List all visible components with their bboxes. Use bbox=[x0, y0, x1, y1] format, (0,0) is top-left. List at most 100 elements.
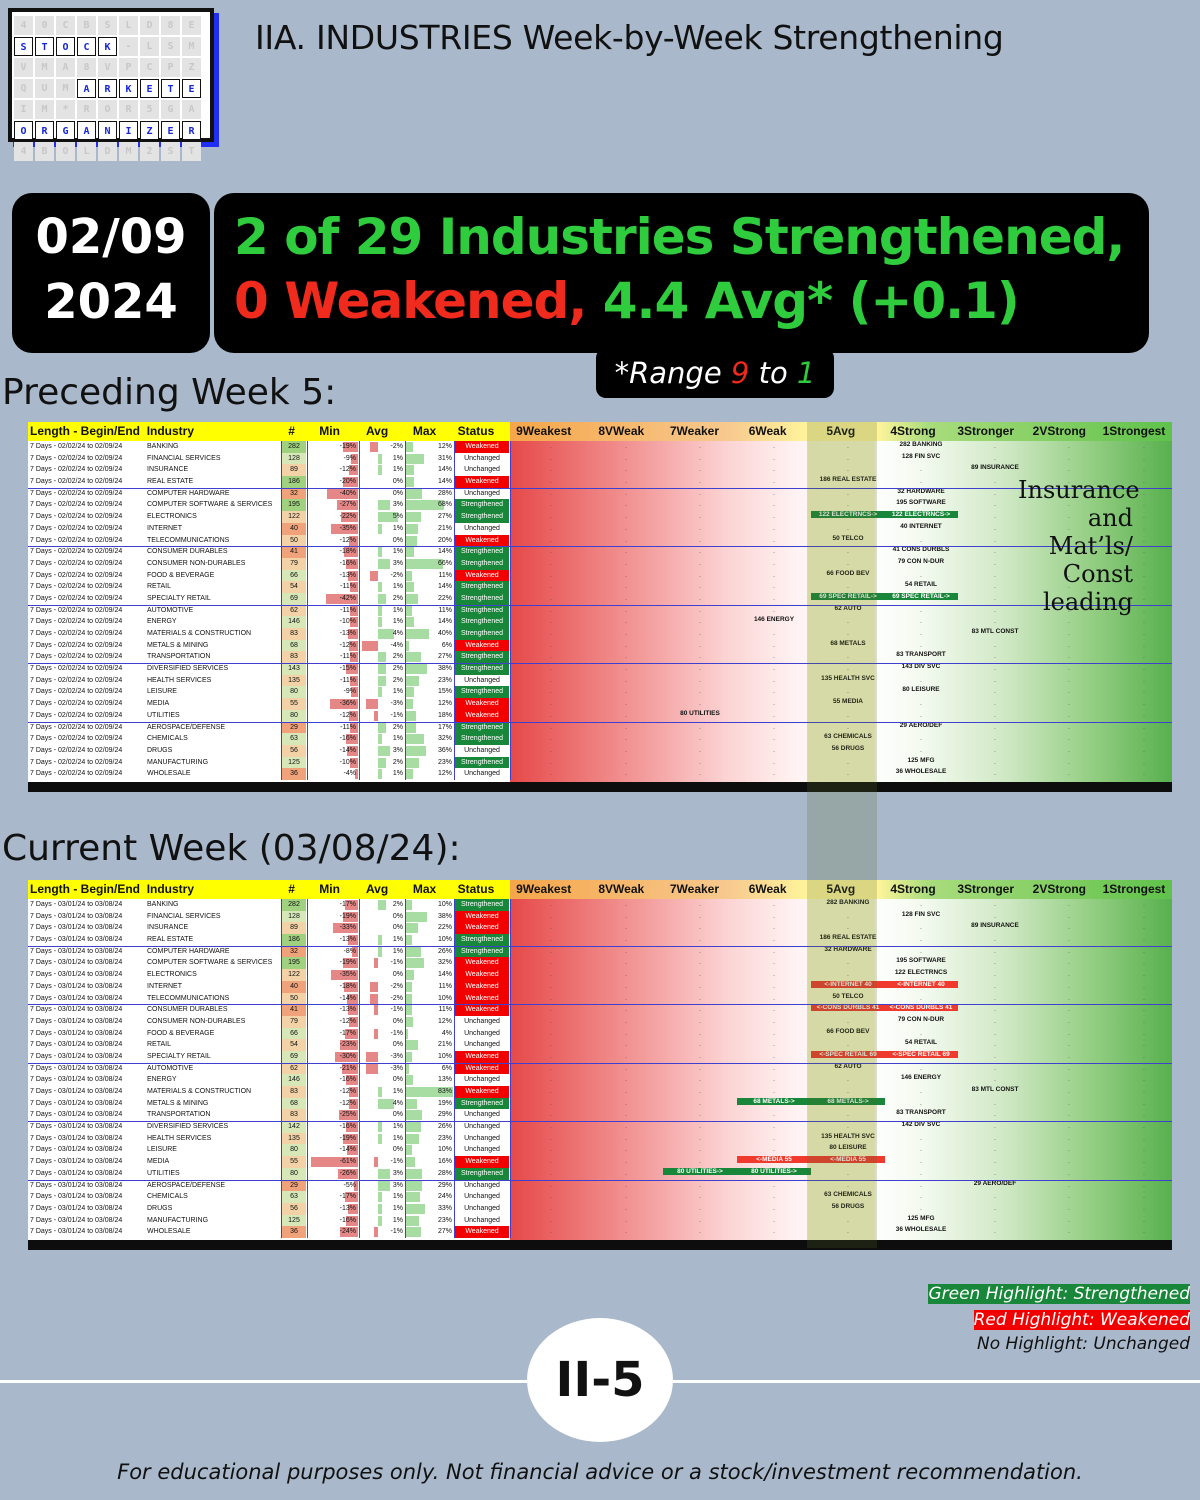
table-row: 7 Days - 02/02/24 to 02/09/24 UTILITIES 80… bbox=[28, 709, 1172, 722]
zone-dot: . bbox=[1068, 1158, 1070, 1166]
zone-dot: . bbox=[773, 571, 775, 579]
logo-letter: 2 bbox=[140, 142, 159, 161]
min-bar bbox=[348, 629, 358, 639]
max-bar bbox=[406, 923, 419, 934]
min-cell: -16% bbox=[339, 1076, 356, 1084]
avg-cell: 2% bbox=[392, 665, 403, 673]
logo-letter: O bbox=[14, 121, 33, 140]
legend-red: Red Highlight: Weakened bbox=[973, 1310, 1190, 1330]
zone-dot: . bbox=[625, 653, 627, 661]
max-cell: 22% bbox=[437, 594, 452, 602]
max-bar bbox=[406, 629, 429, 639]
count-cell: 195 bbox=[282, 957, 306, 970]
zone-dot: . bbox=[1068, 454, 1070, 462]
industry-cell: CONSUMER NON-DURABLES bbox=[147, 559, 246, 567]
avg-cell: 1% bbox=[392, 770, 403, 778]
max-bar bbox=[406, 442, 413, 452]
period-cell: 7 Days - 02/02/24 to 02/09/24 bbox=[30, 746, 123, 754]
avg-cell: 1% bbox=[392, 947, 403, 955]
current-week-heading: Current Week (03/08/24): bbox=[2, 828, 461, 869]
max-cell: 11% bbox=[438, 1006, 453, 1014]
zone-label: 135 HEALTH SVC bbox=[821, 1132, 875, 1140]
zone-dot: . bbox=[1068, 1041, 1070, 1049]
zone-label: 80 UTILITIES-> bbox=[663, 1167, 737, 1175]
zone-dot: . bbox=[699, 936, 701, 944]
zone-label: 55 MEDIA bbox=[833, 698, 863, 706]
zone-dot: . bbox=[625, 594, 627, 602]
avg-bar bbox=[378, 900, 386, 910]
zone-dot: . bbox=[550, 1123, 552, 1131]
max-bar bbox=[406, 1133, 419, 1144]
zone-dot: . bbox=[550, 700, 552, 708]
avg-cell: 4% bbox=[392, 1099, 403, 1107]
zone-dot: . bbox=[699, 947, 701, 955]
zone-dot: . bbox=[994, 548, 996, 556]
max-bar bbox=[406, 1227, 422, 1238]
avg-bar bbox=[378, 523, 382, 534]
zone-label: 186 REAL ESTATE bbox=[819, 934, 877, 942]
avg-cell: -1% bbox=[390, 1029, 403, 1037]
period-cell: 7 Days - 02/02/24 to 02/09/24 bbox=[30, 770, 123, 778]
industry-cell: TRANSPORTATION bbox=[147, 653, 211, 661]
logo-letter: G bbox=[161, 100, 180, 119]
logo-letter: R bbox=[98, 79, 117, 98]
zone-dot: . bbox=[773, 994, 775, 1002]
zone-dot: . bbox=[550, 1111, 552, 1119]
table-row: 7 Days - 03/01/24 to 03/08/24 LEISURE 80 -1… bbox=[28, 1144, 1172, 1157]
avg-cell: 3% bbox=[392, 501, 403, 509]
zone-dot: . bbox=[773, 711, 775, 719]
count-cell: 69 bbox=[282, 1050, 306, 1063]
zone-dot: . bbox=[699, 1204, 701, 1212]
zone-dot: . bbox=[847, 501, 849, 509]
zone-dot: . bbox=[1143, 1052, 1145, 1060]
max-cell: 10% bbox=[437, 994, 452, 1002]
zone-dot: . bbox=[994, 688, 996, 696]
table-row: 7 Days - 02/02/24 to 02/09/24 INSURANCE 89… bbox=[28, 464, 1172, 477]
zone-dot: . bbox=[773, 770, 775, 778]
min-cell: -24% bbox=[339, 1228, 356, 1236]
status-cell: Unchanged bbox=[464, 1146, 500, 1154]
zone-dot: . bbox=[1068, 1123, 1070, 1131]
zone-dot: . bbox=[699, 454, 701, 462]
max-cell: 21% bbox=[437, 524, 452, 532]
zone-label: 80 LEISURE bbox=[829, 1144, 867, 1152]
industry-cell: METALS & MINING bbox=[147, 1099, 209, 1107]
min-bar bbox=[325, 593, 358, 604]
zone-dot: . bbox=[1068, 1029, 1070, 1037]
max-bar bbox=[406, 593, 419, 604]
avg-bar bbox=[378, 1098, 394, 1109]
zone-dot: . bbox=[699, 665, 701, 673]
max-bar bbox=[406, 699, 413, 710]
zone-dot: . bbox=[1068, 1146, 1070, 1154]
zone-dot: . bbox=[773, 746, 775, 754]
avg-cell: -3% bbox=[390, 1064, 403, 1072]
zone-dot: . bbox=[1068, 513, 1070, 521]
table-row: 7 Days - 02/02/24 to 02/09/24 AUTOMOTIVE 6… bbox=[28, 604, 1172, 617]
avg-cell: 3% bbox=[392, 559, 403, 567]
zone-dot: . bbox=[773, 1064, 775, 1072]
avg-cell: 1% bbox=[392, 1123, 403, 1131]
zone-label: 122 ELECTRNCS-> bbox=[884, 511, 958, 519]
avg-bar bbox=[374, 1227, 378, 1238]
logo-letter: M bbox=[119, 142, 138, 161]
min-cell: -21% bbox=[339, 1064, 356, 1072]
logo-letter: L bbox=[119, 16, 138, 35]
zone-dot: . bbox=[994, 758, 996, 766]
zone-label: 142 DIV SVC bbox=[901, 1121, 941, 1129]
max-bar bbox=[406, 500, 445, 511]
zone-dot: . bbox=[699, 924, 701, 932]
min-cell: -17% bbox=[339, 901, 356, 908]
min-cell: -16% bbox=[339, 559, 356, 567]
period-cell: 7 Days - 02/02/24 to 02/09/24 bbox=[30, 688, 123, 696]
min-bar bbox=[348, 535, 358, 546]
avg-bar bbox=[374, 958, 378, 969]
column-header: Max bbox=[399, 422, 450, 441]
zone-dot: . bbox=[1068, 641, 1070, 649]
logo-letter: 4 bbox=[14, 16, 33, 35]
group-separator bbox=[28, 721, 1172, 723]
status-cell: Strengthened bbox=[455, 546, 509, 558]
avg-bar bbox=[378, 558, 390, 569]
max-cell: 32% bbox=[437, 735, 452, 743]
avg-bar bbox=[378, 593, 386, 604]
